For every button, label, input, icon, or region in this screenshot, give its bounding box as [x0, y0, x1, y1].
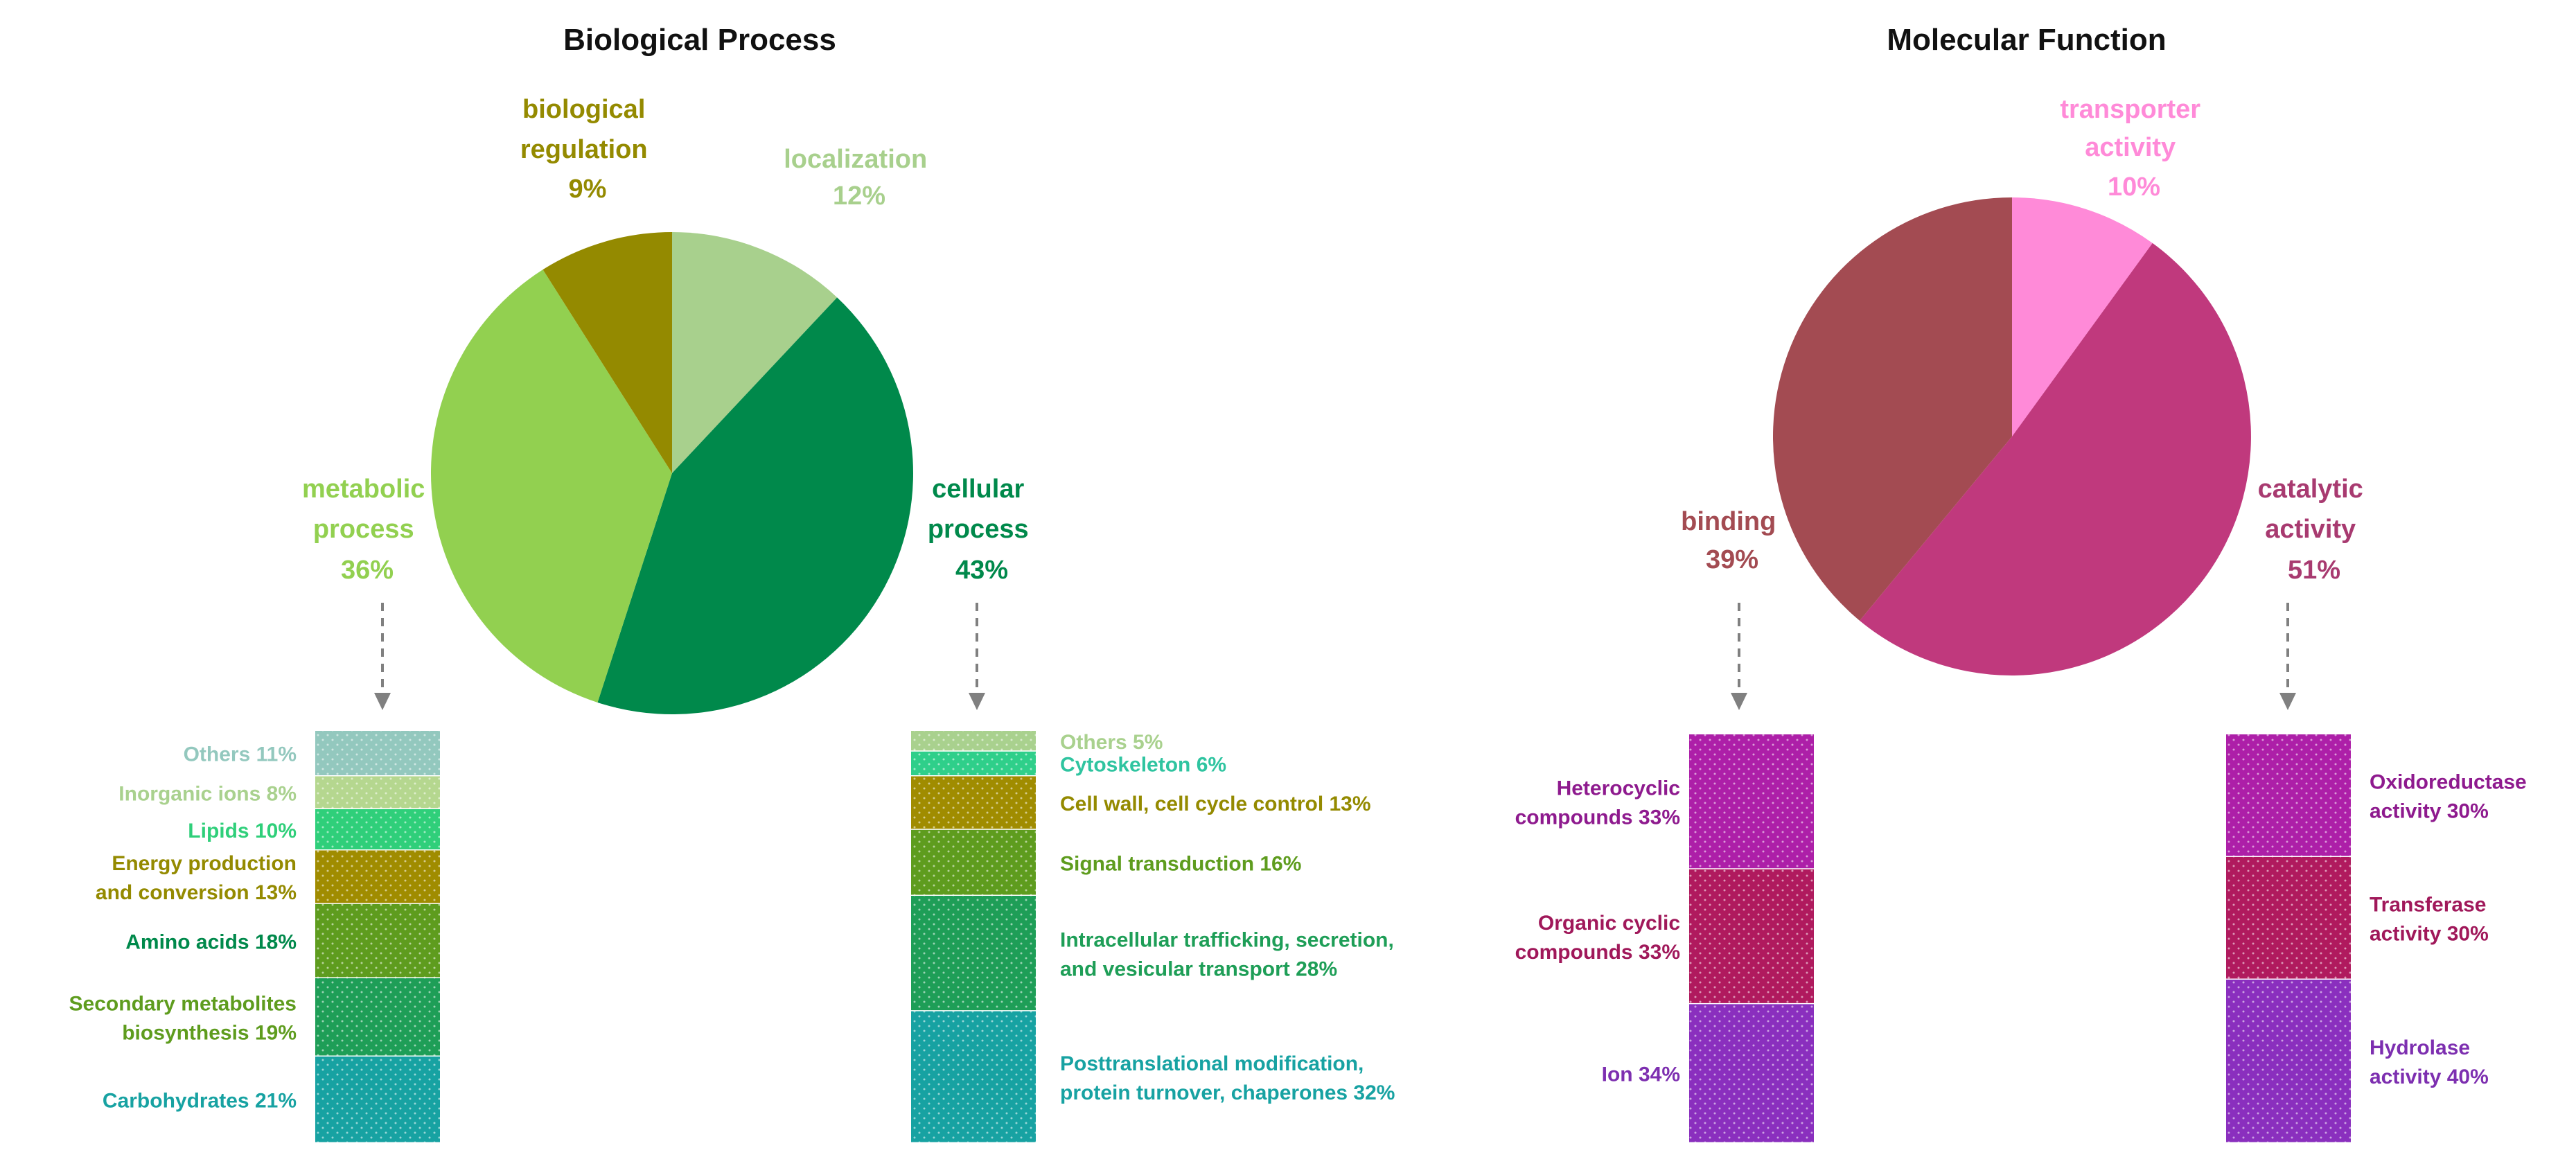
segment-energy-production-and-conversion-13-label: Energy production and conversion 13% [96, 852, 297, 904]
segment-signal-transduction-16-label-line: Signal transduction 16% [1060, 852, 1301, 875]
segment-inorganic-ions-8-label: Inorganic ions 8% [118, 782, 297, 805]
segment-signal-transduction-16-texture [911, 829, 1036, 896]
segment-secondary-metabolites-biosynthesis-19-texture [315, 978, 440, 1057]
segment-energy-production-and-conversion-13-label-line: Energy production [112, 852, 297, 875]
segment-carbohydrates-21-texture [315, 1057, 440, 1143]
segment-others-5-texture [911, 731, 1036, 752]
segment-carbohydrates-21-label-line: Carbohydrates 21% [103, 1090, 297, 1113]
segment-cytoskeleton-6-texture [911, 751, 1036, 777]
arrow-catalytic [2279, 603, 2296, 710]
arrow-cellular [969, 603, 985, 710]
arrow-binding [1731, 603, 1747, 710]
segment-oxidoreductase-activity-30-label-line: Oxidoreductase [2370, 771, 2527, 794]
segment-energy-production-and-conversion-13-texture [315, 850, 440, 904]
segment-hydrolase-activity-40-label: Hydrolase activity 40% [2370, 1036, 2489, 1088]
segment-inorganic-ions-8-texture [315, 776, 440, 810]
segment-posttranslational-modification-protein-turnover-chaperones-32-label-line: protein turnover, chaperones 32% [1060, 1081, 1395, 1104]
segment-heterocyclic-compounds-33-texture [1689, 734, 1814, 869]
segment-cell-wall-cell-cycle-control-13-label-line: Cell wall, cell cycle control 13% [1060, 793, 1371, 815]
segment-energy-production-and-conversion-13-label-line: and conversion 13% [96, 881, 297, 904]
bp-pie-labels: localization 12% cellular process 43% me… [302, 95, 1036, 585]
segment-organic-cyclic-compounds-33-label-line: compounds 33% [1515, 941, 1680, 964]
mf-title: Molecular Function [1887, 23, 2166, 57]
segment-others-5-label: Others 5% [1060, 731, 1163, 754]
segment-intracellular-trafficking-secretion-and-vesicular-transport-28-texture [911, 896, 1036, 1011]
mf-pie [1772, 197, 2251, 675]
segment-heterocyclic-compounds-33-label: Heterocyclic compounds 33% [1515, 777, 1680, 829]
segment-oxidoreductase-activity-30-label-line: activity 30% [2370, 800, 2489, 823]
segment-hydrolase-activity-40-label-line: Hydrolase [2370, 1036, 2470, 1059]
mf-label-transporter-activity: transporter activity 10% [2060, 95, 2207, 202]
segment-heterocyclic-compounds-33-label-line: Heterocyclic [1557, 777, 1680, 799]
segment-posttranslational-modification-protein-turnover-chaperones-32-label: Posttranslational modification, protein t… [1060, 1052, 1395, 1104]
bp-label-localization: localization 12% [784, 145, 934, 211]
breakdown-arrows [374, 603, 2296, 710]
segment-cell-wall-cell-cycle-control-13-texture [911, 776, 1036, 830]
segment-others-11-texture [315, 731, 440, 777]
segment-secondary-metabolites-biosynthesis-19-label-line: biosynthesis 19% [122, 1022, 297, 1045]
segment-amino-acids-18-label-line: Amino acids 18% [125, 930, 297, 953]
segment-cell-wall-cell-cycle-control-13-label: Cell wall, cell cycle control 13% [1060, 793, 1371, 815]
segment-hydrolase-activity-40-texture [2226, 980, 2351, 1143]
segment-inorganic-ions-8-label-line: Inorganic ions 8% [118, 782, 297, 805]
segment-organic-cyclic-compounds-33-label-line: Organic cyclic [1538, 912, 1680, 935]
segment-lipids-10-label-line: Lipids 10% [188, 820, 297, 842]
segment-posttranslational-modification-protein-turnover-chaperones-32-label-line: Posttranslational modification, [1060, 1052, 1364, 1075]
segment-ion-34-label-line: Ion 34% [1602, 1063, 1680, 1086]
pie-slice-binding [1772, 197, 2012, 621]
segment-transferase-activity-30-label: Transferase activity 30% [2370, 894, 2489, 946]
stacked-bar-binding: Heterocyclic compounds 33% Organic cyclic c… [1515, 734, 1814, 1145]
segment-amino-acids-18-texture [315, 903, 440, 978]
pie-slice-metabolic-process [430, 270, 672, 703]
segment-posttranslational-modification-protein-turnover-chaperones-32-texture [911, 1011, 1036, 1143]
segment-oxidoreductase-activity-30-texture [2226, 734, 2351, 857]
arrow-metabolic [374, 603, 391, 710]
segment-lipids-10-texture [315, 809, 440, 851]
bp-label-cellular-process: cellular process 43% [928, 475, 1036, 585]
segment-transferase-activity-30-label-line: Transferase [2370, 894, 2486, 917]
bp-label-biological-regulation: biological regulation 9% [520, 95, 655, 204]
segment-others-5-label-line: Others 5% [1060, 731, 1163, 754]
segment-carbohydrates-21-label: Carbohydrates 21% [103, 1090, 297, 1113]
segment-secondary-metabolites-biosynthesis-19-label-line: Secondary metabolites [69, 993, 297, 1016]
pie-slice-localization [672, 232, 838, 473]
stacked-bar-metabolic-process: Others 11% Inorganic ions 8% Lipids 10% Ene… [69, 731, 440, 1145]
segment-ion-34-texture [1689, 1004, 1814, 1143]
segment-lipids-10-label: Lipids 10% [188, 820, 297, 842]
segment-secondary-metabolites-biosynthesis-19-label: Secondary metabolites biosynthesis 19% [69, 993, 297, 1045]
segment-signal-transduction-16-label: Signal transduction 16% [1060, 852, 1301, 875]
segment-transferase-activity-30-label-line: activity 30% [2370, 923, 2489, 946]
segment-heterocyclic-compounds-33-label-line: compounds 33% [1515, 806, 1680, 829]
segment-transferase-activity-30-texture [2226, 857, 2351, 980]
segment-organic-cyclic-compounds-33-texture [1689, 869, 1814, 1005]
bp-title: Biological Process [563, 23, 836, 57]
segment-hydrolase-activity-40-label-line: activity 40% [2370, 1066, 2489, 1088]
stacked-bar-catalytic-activity: Oxidoreductase activity 30% Transferase act… [2226, 734, 2527, 1145]
segment-intracellular-trafficking-secretion-and-vesicular-transport-28-label-line: and vesicular transport 28% [1060, 957, 1337, 980]
pie-slice-catalytic-activity [1860, 242, 2251, 675]
mf-label-catalytic-activity: catalytic activity 51% [2258, 475, 2371, 585]
segment-ion-34-label: Ion 34% [1602, 1063, 1680, 1086]
pie-slice-biological-regulation [542, 232, 672, 473]
segment-cytoskeleton-6-label: Cytoskeleton 6% [1060, 754, 1226, 777]
mf-pie-labels: transporter activity 10% catalytic activ… [1681, 95, 2371, 585]
bp-pie [430, 232, 913, 715]
pie-slice-transporter-activity [2012, 197, 2153, 436]
segment-others-11-label-line: Others 11% [184, 743, 297, 766]
segment-others-11-label: Others 11% [184, 743, 297, 766]
segment-organic-cyclic-compounds-33-label: Organic cyclic compounds 33% [1515, 912, 1680, 964]
mf-label-binding: binding 39% [1681, 507, 1783, 574]
stacked-bar-cellular-process: Others 5%Cytoskeleton 6% Cell wall, cell … [911, 731, 1395, 1145]
breakdown-bars: Others 11% Inorganic ions 8% Lipids 10% Ene… [69, 731, 2527, 1145]
bp-label-metabolic-process: metabolic process 36% [302, 475, 432, 585]
segment-oxidoreductase-activity-30-label: Oxidoreductase activity 30% [2370, 771, 2527, 823]
segment-intracellular-trafficking-secretion-and-vesicular-transport-28-label-line: Intracellular trafficking, secretion, [1060, 928, 1394, 951]
pie-slice-cellular-process [597, 297, 913, 715]
segment-intracellular-trafficking-secretion-and-vesicular-transport-28-label: Intracellular trafficking, secretion, and… [1060, 928, 1394, 980]
segment-cytoskeleton-6-label-line: Cytoskeleton 6% [1060, 754, 1226, 777]
segment-amino-acids-18-label: Amino acids 18% [125, 930, 297, 953]
